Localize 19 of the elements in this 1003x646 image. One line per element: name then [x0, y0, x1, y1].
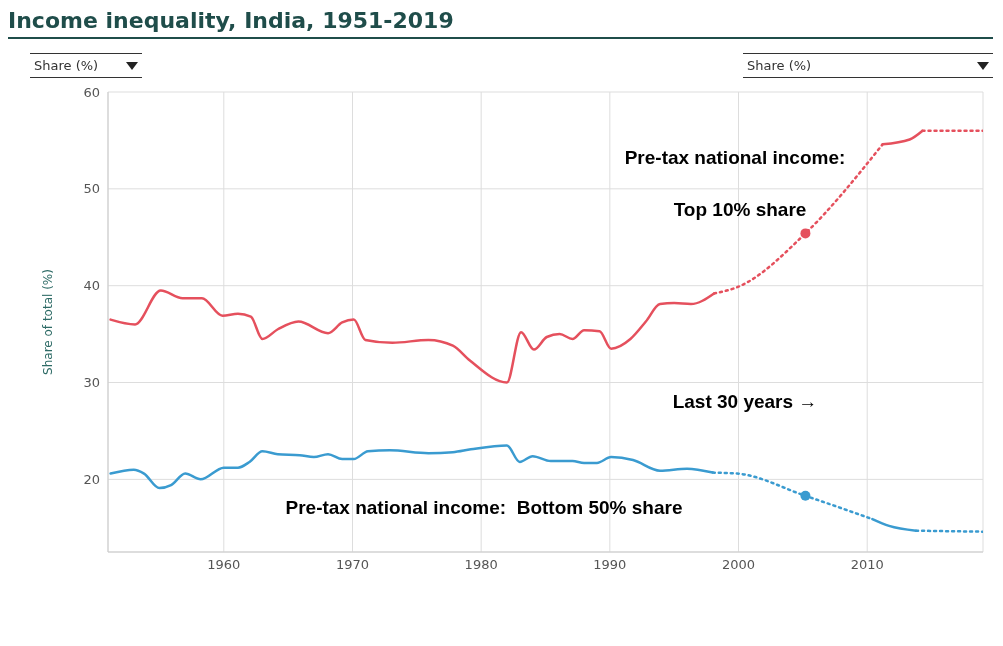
text: Share (%)	[747, 58, 812, 73]
x-tick-label: 1980	[464, 557, 498, 573]
x-tick-label: 1960	[207, 557, 241, 573]
chart-title: Income inequality, India, 1951-2019	[8, 8, 993, 39]
y-axis-title: Share of total (%)	[41, 269, 56, 375]
y-tick-label: 30	[83, 375, 100, 391]
x-tick-label: 2000	[721, 557, 756, 573]
y-tick-label: 40	[83, 278, 100, 294]
x-tick-label: 2010	[850, 557, 884, 573]
x-tick-label: 1990	[593, 557, 627, 573]
annotation: Pre-tax national income: Bottom 50% share	[285, 497, 683, 519]
y-tick-label: 20	[83, 471, 100, 487]
y-tick-label: 50	[83, 181, 100, 197]
annotation: Pre-tax national income:	[624, 147, 846, 169]
annotation: Last 30 years →	[672, 391, 818, 413]
text: Share (%)	[34, 58, 99, 73]
annotation: Top 10% share	[673, 199, 807, 221]
x-tick-label: 1970	[335, 557, 370, 573]
y-tick-label: 60	[83, 84, 100, 100]
